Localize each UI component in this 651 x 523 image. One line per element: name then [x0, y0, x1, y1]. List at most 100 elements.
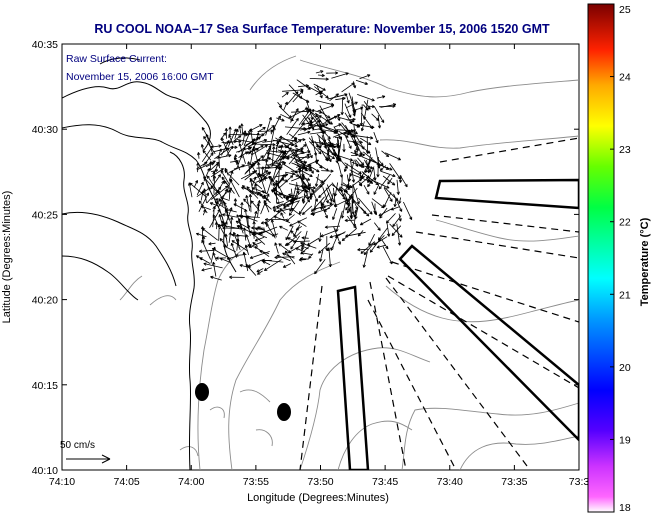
- current-vector: [332, 208, 338, 220]
- current-vector: [188, 182, 193, 198]
- current-vector: [301, 205, 313, 215]
- current-vector: [216, 154, 232, 159]
- current-vector: [195, 232, 207, 238]
- chart-title: RU COOL NOAA–17 Sea Surface Temperature:…: [94, 22, 550, 36]
- current-vector: [259, 226, 278, 235]
- current-vector: [224, 128, 228, 139]
- current-vector: [261, 159, 269, 163]
- current-vector: [359, 104, 364, 126]
- current-label-line2: November 15, 2006 16:00 GMT: [66, 71, 214, 83]
- current-vector: [360, 207, 370, 217]
- current-vector: [202, 236, 206, 244]
- x-tick-label: 73:35: [501, 476, 527, 488]
- current-vector: [386, 220, 391, 237]
- current-vector: [331, 72, 349, 79]
- current-vector: [354, 207, 359, 220]
- current-vector: [339, 186, 345, 197]
- current-vector: [356, 124, 375, 129]
- current-vector: [230, 159, 239, 163]
- x-tick-label: 73:55: [243, 476, 269, 488]
- current-vector: [195, 255, 203, 261]
- current-vector: [316, 84, 323, 99]
- current-vector: [203, 262, 223, 269]
- y-axis-ticks: 40:35 40:30 40:25 40:20 40:15 40:10: [32, 39, 579, 477]
- current-vector: [309, 141, 322, 155]
- current-vector: [333, 187, 337, 208]
- current-vector: [376, 244, 386, 249]
- current-vector: [403, 201, 413, 221]
- current-vector: [344, 218, 355, 223]
- current-vector: [306, 116, 313, 123]
- current-vector: [199, 249, 214, 253]
- current-vector: [338, 130, 349, 138]
- current-vector: [313, 110, 323, 114]
- current-vector: [296, 182, 300, 195]
- current-vector: [224, 233, 228, 247]
- current-vector: [337, 114, 341, 121]
- current-vector: [238, 125, 242, 134]
- current-vector: [314, 174, 319, 187]
- current-vector: [290, 144, 307, 158]
- current-vector: [280, 144, 284, 153]
- current-vector: [331, 182, 346, 200]
- x-tick-label: 74:05: [113, 476, 139, 488]
- current-vector: [296, 161, 308, 169]
- current-vector: [290, 235, 300, 250]
- current-vector: [324, 225, 341, 229]
- current-vector: [313, 83, 326, 91]
- colorbar-tick-label: 21: [619, 289, 631, 301]
- current-vector: [278, 192, 298, 201]
- current-vector: [290, 207, 302, 216]
- current-vector: [248, 155, 264, 169]
- current-vector: [393, 193, 403, 212]
- current-vector: [318, 232, 322, 242]
- current-vector: [211, 185, 229, 200]
- current-vector: [254, 236, 265, 242]
- current-vector: [210, 275, 222, 281]
- current-vector: [215, 180, 225, 196]
- current-vector: [309, 77, 329, 81]
- current-vector: [357, 230, 364, 237]
- current-vector: [344, 103, 352, 118]
- current-vector: [298, 201, 308, 215]
- colorbar-tick-label: 22: [619, 217, 631, 229]
- current-vector: [218, 148, 222, 155]
- current-vector: [301, 178, 310, 200]
- current-vector: [252, 187, 267, 194]
- current-vector: [280, 138, 298, 143]
- transect-dashed-lines: [299, 137, 579, 470]
- current-vector: [251, 226, 265, 230]
- current-vector: [290, 184, 297, 204]
- current-vector: [234, 135, 242, 141]
- current-vector: [346, 117, 356, 122]
- current-vector: [308, 253, 314, 259]
- current-vector: [318, 184, 332, 199]
- current-vector: [319, 105, 331, 125]
- current-vector: [323, 143, 340, 149]
- current-vector: [336, 139, 340, 161]
- current-vector: [360, 121, 365, 132]
- current-vector: [328, 139, 337, 157]
- current-vector: [203, 136, 216, 155]
- current-vector: [396, 223, 402, 246]
- current-vector: [222, 222, 228, 228]
- current-vector: [206, 175, 219, 193]
- current-vector: [278, 105, 292, 119]
- current-vector: [341, 122, 354, 138]
- current-vector: [325, 187, 333, 202]
- current-vector: [298, 137, 306, 142]
- current-vector: [327, 93, 348, 100]
- current-vector: [356, 135, 374, 140]
- current-vector: [335, 96, 346, 101]
- current-vector: [382, 175, 396, 186]
- current-vector: [288, 201, 300, 216]
- current-vector: [296, 79, 311, 90]
- current-vector: [329, 93, 339, 102]
- transect-outlines: [299, 137, 579, 470]
- current-vector: [371, 113, 380, 121]
- current-vector: [279, 208, 286, 214]
- current-vector: [381, 239, 389, 250]
- current-vector: [254, 171, 272, 179]
- current-vector: [389, 163, 401, 180]
- current-vector: [351, 96, 356, 115]
